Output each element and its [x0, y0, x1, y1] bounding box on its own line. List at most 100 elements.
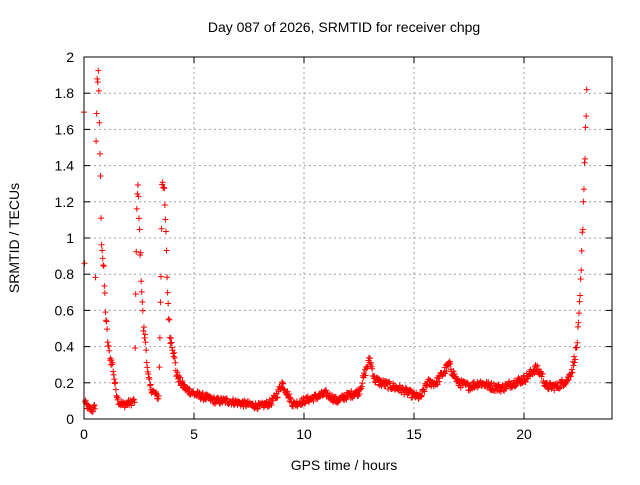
data-point	[109, 359, 116, 366]
data-point	[136, 226, 143, 233]
data-point	[287, 396, 294, 403]
y-tick-label: 1.8	[55, 85, 75, 101]
data-point	[577, 292, 584, 299]
data-point	[575, 319, 582, 326]
y-axis-label: SRMTID / TECUs	[6, 183, 22, 293]
data-point	[567, 373, 574, 380]
data-point	[102, 309, 109, 316]
data-point	[92, 274, 99, 281]
data-point	[171, 349, 178, 356]
data-point	[166, 316, 173, 323]
data-point	[320, 392, 327, 399]
data-point	[554, 379, 560, 386]
data-point	[579, 226, 586, 233]
data-point	[93, 110, 100, 117]
y-tick-label: 0.8	[55, 266, 75, 282]
data-point	[81, 260, 88, 267]
data-point	[168, 339, 175, 346]
data-point	[310, 398, 317, 405]
data-point	[103, 317, 109, 324]
data-point	[569, 369, 576, 376]
data-point	[348, 388, 355, 395]
data-point	[570, 362, 577, 369]
y-tick-label: 0.6	[55, 302, 75, 318]
data-point	[111, 376, 118, 383]
data-point	[544, 384, 551, 391]
data-point	[580, 186, 587, 193]
data-point	[96, 119, 103, 126]
data-point	[280, 380, 287, 387]
data-point	[534, 362, 541, 369]
data-point	[277, 385, 284, 392]
data-point	[582, 155, 589, 162]
data-point	[160, 184, 167, 191]
data-point	[140, 324, 147, 331]
data-point	[143, 359, 150, 366]
data-point	[274, 394, 281, 401]
data-point	[582, 124, 589, 131]
data-point	[135, 193, 142, 200]
data-point	[573, 344, 580, 351]
data-point	[97, 172, 104, 179]
chart-title: Day 087 of 2026, SRMTID for receiver chp…	[208, 19, 480, 35]
data-point	[162, 216, 169, 223]
data-point	[104, 339, 111, 346]
data-point	[104, 326, 111, 333]
data-point	[564, 377, 571, 384]
data-points	[81, 67, 590, 415]
data-point	[138, 278, 145, 285]
data-point	[167, 340, 174, 347]
data-point	[576, 298, 583, 305]
data-point	[343, 396, 350, 403]
data-point	[112, 386, 119, 393]
data-point	[137, 249, 144, 256]
y-tick-label: 0.4	[55, 339, 75, 355]
data-point	[186, 385, 193, 392]
data-point	[134, 182, 141, 189]
data-point	[99, 247, 106, 254]
data-point	[163, 247, 170, 254]
data-point	[155, 393, 162, 400]
data-point	[571, 359, 578, 366]
y-tick-label: 0	[66, 411, 74, 427]
data-point	[568, 370, 575, 377]
x-tick-label: 20	[516, 426, 532, 442]
data-point	[91, 402, 98, 409]
data-point	[557, 384, 564, 391]
data-point	[583, 86, 590, 93]
data-point	[100, 263, 107, 270]
data-point	[281, 386, 288, 393]
data-point	[161, 202, 168, 209]
data-point	[143, 347, 150, 354]
data-point	[159, 179, 166, 186]
data-point	[132, 290, 139, 297]
data-point	[165, 300, 172, 307]
data-point	[581, 159, 588, 166]
data-point	[133, 205, 140, 212]
data-point	[105, 342, 112, 349]
data-point	[171, 355, 178, 362]
data-point	[574, 323, 581, 330]
data-point	[106, 347, 113, 354]
data-point	[144, 364, 151, 371]
data-point	[382, 383, 389, 390]
data-point	[174, 369, 181, 376]
data-point	[539, 370, 546, 377]
data-point	[443, 367, 450, 374]
data-point	[147, 381, 154, 388]
data-point	[147, 382, 153, 389]
x-tick-label: 5	[190, 426, 198, 442]
data-point	[576, 310, 582, 317]
data-point	[199, 390, 206, 397]
data-point	[161, 185, 168, 192]
y-tick-label: 1.4	[55, 158, 75, 174]
data-point	[136, 215, 142, 222]
data-point	[170, 350, 177, 357]
data-point	[298, 401, 305, 408]
data-point	[94, 79, 101, 86]
data-point	[179, 377, 186, 384]
y-tick-label: 1.2	[55, 194, 75, 210]
data-point	[101, 283, 108, 290]
data-point	[268, 401, 275, 408]
